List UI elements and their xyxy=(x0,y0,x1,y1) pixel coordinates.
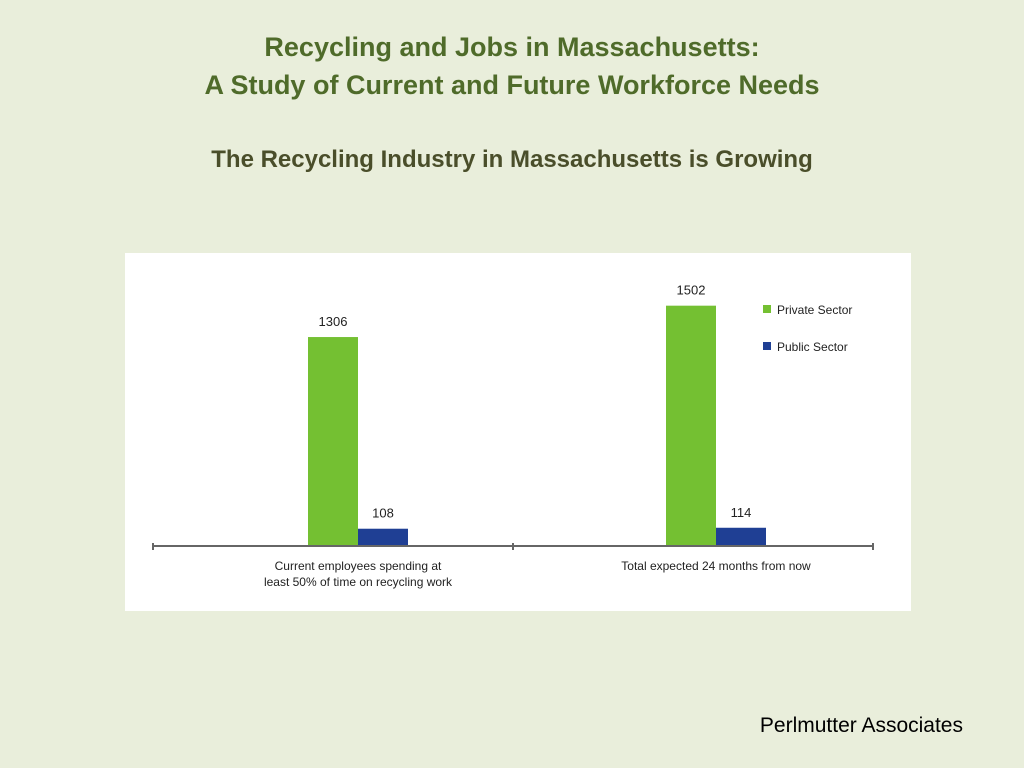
chart-panel: 1306 1502 108 114 Current employees spending… xyxy=(125,253,911,611)
legend-swatch-public-sector xyxy=(763,342,771,350)
x-tick-label-line: Total expected 24 months from now xyxy=(621,559,811,573)
slide-title-line-2: A Study of Current and Future Workforce … xyxy=(204,70,820,100)
bar-private-sector-1 xyxy=(308,337,358,546)
bar-chart: 1306 1502 108 114 Current employees spending… xyxy=(152,283,874,589)
bar-public-sector-2 xyxy=(716,527,766,546)
data-label: 108 xyxy=(372,506,394,521)
x-tick-label-line: least 50% of time on recycling work xyxy=(264,575,453,589)
legend-label-public-sector: Public Sector xyxy=(777,340,848,354)
x-tick-label: Current employees spending at least 50% o… xyxy=(264,559,453,589)
legend-swatch-private-sector xyxy=(763,305,771,313)
data-label: 1502 xyxy=(677,283,706,298)
data-label: 1306 xyxy=(319,314,348,329)
slide-title-line-1: Recycling and Jobs in Massachusetts: xyxy=(264,32,760,62)
slide-subtitle: The Recycling Industry in Massachusetts … xyxy=(211,146,813,173)
footer-credit: Perlmutter Associates xyxy=(759,714,963,737)
bar-private-sector-2 xyxy=(666,305,716,546)
data-label: 114 xyxy=(731,505,752,520)
bar-public-sector-1 xyxy=(358,528,408,546)
x-tick-label: Total expected 24 months from now xyxy=(621,559,811,573)
legend-label-private-sector: Private Sector xyxy=(777,303,852,317)
slide-title: Recycling and Jobs in Massachusetts: A S… xyxy=(0,28,1024,104)
x-tick-label-line: Current employees spending at xyxy=(275,559,442,573)
